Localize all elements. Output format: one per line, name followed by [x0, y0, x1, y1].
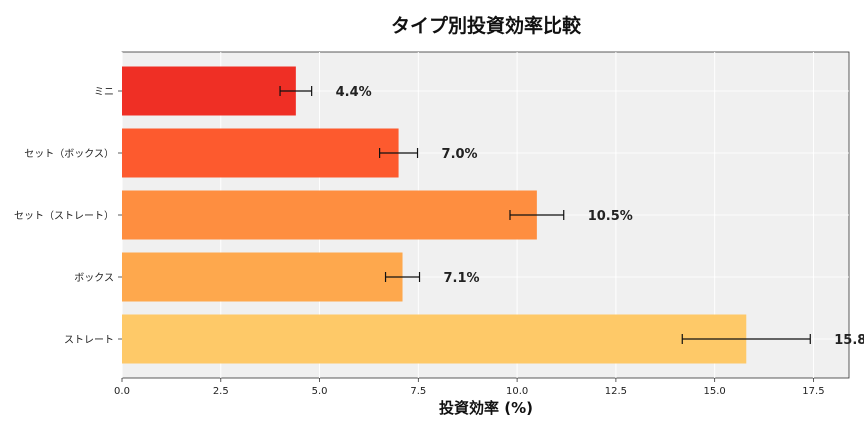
data-label: 15.8%: [834, 333, 864, 348]
data-labels: 4.4% 7.0% 10.5% 7.1% 15.8%: [336, 85, 864, 348]
data-label: 7.0%: [442, 147, 478, 162]
y-tick-label: セット（ボックス）: [24, 148, 114, 160]
error-bars: [279, 86, 811, 344]
bar: [122, 66, 296, 116]
bar: [122, 314, 747, 364]
x-tick-label: 2.5: [213, 386, 229, 397]
x-tick-label: 17.5: [802, 386, 824, 397]
data-label: 10.5%: [588, 209, 633, 224]
x-axis-label: 投資効率 (%): [439, 399, 533, 417]
x-tick-label: 5.0: [312, 386, 328, 397]
data-label: 7.1%: [444, 271, 480, 286]
y-tick-label: ミニ: [94, 87, 114, 98]
x-tick-label: 7.5: [410, 386, 426, 397]
x-axis: 0.0 2.5 5.0 7.5 10.0 12.5 15.0 17.5: [114, 378, 825, 397]
bar: [122, 252, 403, 302]
y-tick-label: ストレート: [64, 335, 114, 346]
bar: [122, 128, 399, 178]
chart-title: タイプ別投資効率比較: [391, 14, 582, 37]
bars: [122, 66, 747, 364]
y-tick-label: ボックス: [74, 272, 114, 284]
x-tick-label: 15.0: [704, 386, 726, 397]
bar: [122, 190, 537, 240]
y-tick-label: セット（ストレート）: [14, 210, 114, 222]
data-label: 4.4%: [336, 85, 372, 100]
x-tick-label: 10.0: [506, 386, 528, 397]
x-tick-label: 12.5: [605, 386, 627, 397]
x-tick-label: 0.0: [114, 386, 130, 397]
